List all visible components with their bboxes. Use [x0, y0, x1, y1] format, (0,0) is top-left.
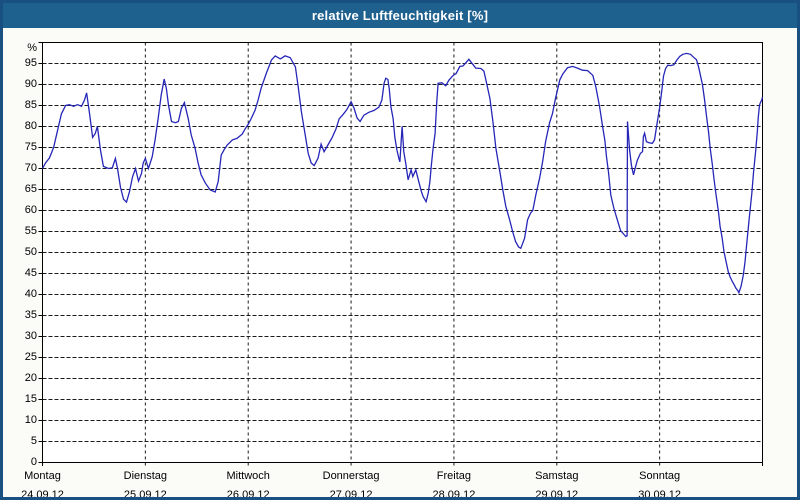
y-tick-label: 85: [24, 99, 37, 111]
day-name-label: Freitag: [436, 470, 472, 482]
y-tick-label: 25: [24, 351, 37, 363]
chart-canvas: [38, 42, 764, 466]
day-name-label: Mittwoch: [226, 470, 270, 482]
y-tick-label: 80: [24, 120, 37, 132]
y-tick-label: 60: [24, 204, 37, 216]
y-tick-label: 50: [24, 246, 37, 258]
y-tick-label: 70: [24, 162, 37, 174]
day-name-label: Dienstag: [123, 470, 168, 482]
y-tick-label: 0: [30, 456, 37, 468]
y-tick-label: 45: [24, 267, 37, 279]
y-tick-label: 75: [24, 141, 37, 153]
y-tick-label: 95: [24, 57, 37, 69]
y-tick-label: 15: [24, 393, 37, 405]
y-tick-label: 35: [24, 309, 37, 321]
day-name-label: Montag: [24, 470, 61, 482]
y-tick-label: 40: [24, 288, 37, 300]
y-axis-unit-label: %: [27, 41, 37, 54]
y-tick-label: 10: [24, 414, 37, 426]
y-tick-label: 65: [24, 183, 37, 195]
day-date-label: 25.09.12: [123, 489, 167, 500]
day-date-label: 30.09.12: [638, 489, 682, 500]
y-tick-label: 5: [30, 435, 37, 447]
day-name-label: Donnerstag: [322, 470, 380, 482]
day-date-label: 28.09.12: [432, 489, 476, 500]
day-date-label: 24.09.12: [21, 489, 64, 500]
day-date-label: 27.09.12: [329, 489, 373, 500]
day-name-label: Sonntag: [639, 470, 681, 482]
y-tick-label: 30: [24, 330, 37, 342]
page-title: relative Luftfeuchtigkeit [%]: [311, 8, 489, 23]
day-name-label: Samstag: [535, 470, 579, 482]
day-date-label: 26.09.12: [226, 489, 270, 500]
y-tick-label: 20: [24, 372, 37, 384]
y-tick-label: 55: [24, 225, 37, 237]
title-bar: relative Luftfeuchtigkeit [%]: [3, 3, 797, 28]
humidity-line: [41, 52, 764, 295]
y-tick-label: 90: [24, 78, 37, 90]
day-date-label: 29.09.12: [535, 489, 579, 500]
